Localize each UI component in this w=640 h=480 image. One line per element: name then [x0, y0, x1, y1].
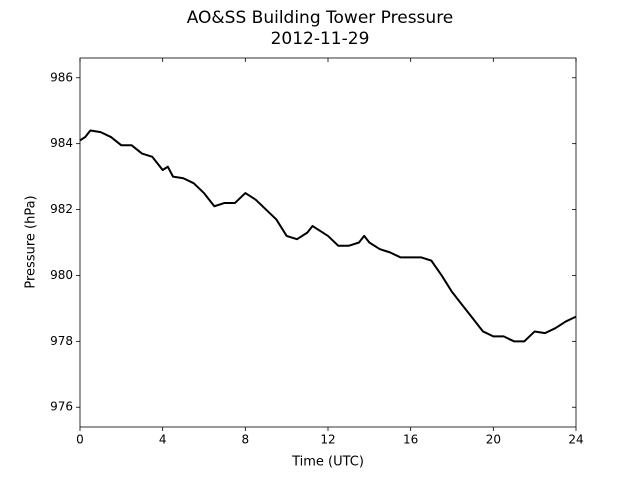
x-tick-label: 24 [568, 433, 583, 447]
x-tick-label: 0 [76, 433, 84, 447]
y-tick-label: 984 [50, 136, 73, 150]
x-tick-label: 20 [486, 433, 501, 447]
x-tick-label: 4 [159, 433, 167, 447]
data-line [79, 129, 577, 343]
x-tick-label: 12 [320, 433, 335, 447]
chart-subtitle: 2012-11-29 [271, 29, 370, 49]
y-tick-label: 980 [50, 268, 73, 282]
y-tick-label: 982 [50, 202, 73, 216]
y-tick-label: 986 [50, 70, 73, 84]
x-axis-label: Time (UTC) [291, 455, 364, 470]
y-tick-label: 976 [50, 400, 73, 414]
y-axis-label: Pressure (hPa) [24, 195, 39, 288]
plot-frame [79, 57, 577, 428]
x-tick-label: 16 [403, 433, 418, 447]
y-tick-label: 978 [50, 334, 73, 348]
chart-title: AO&SS Building Tower Pressure [187, 8, 454, 28]
x-tick-label: 8 [242, 433, 250, 447]
